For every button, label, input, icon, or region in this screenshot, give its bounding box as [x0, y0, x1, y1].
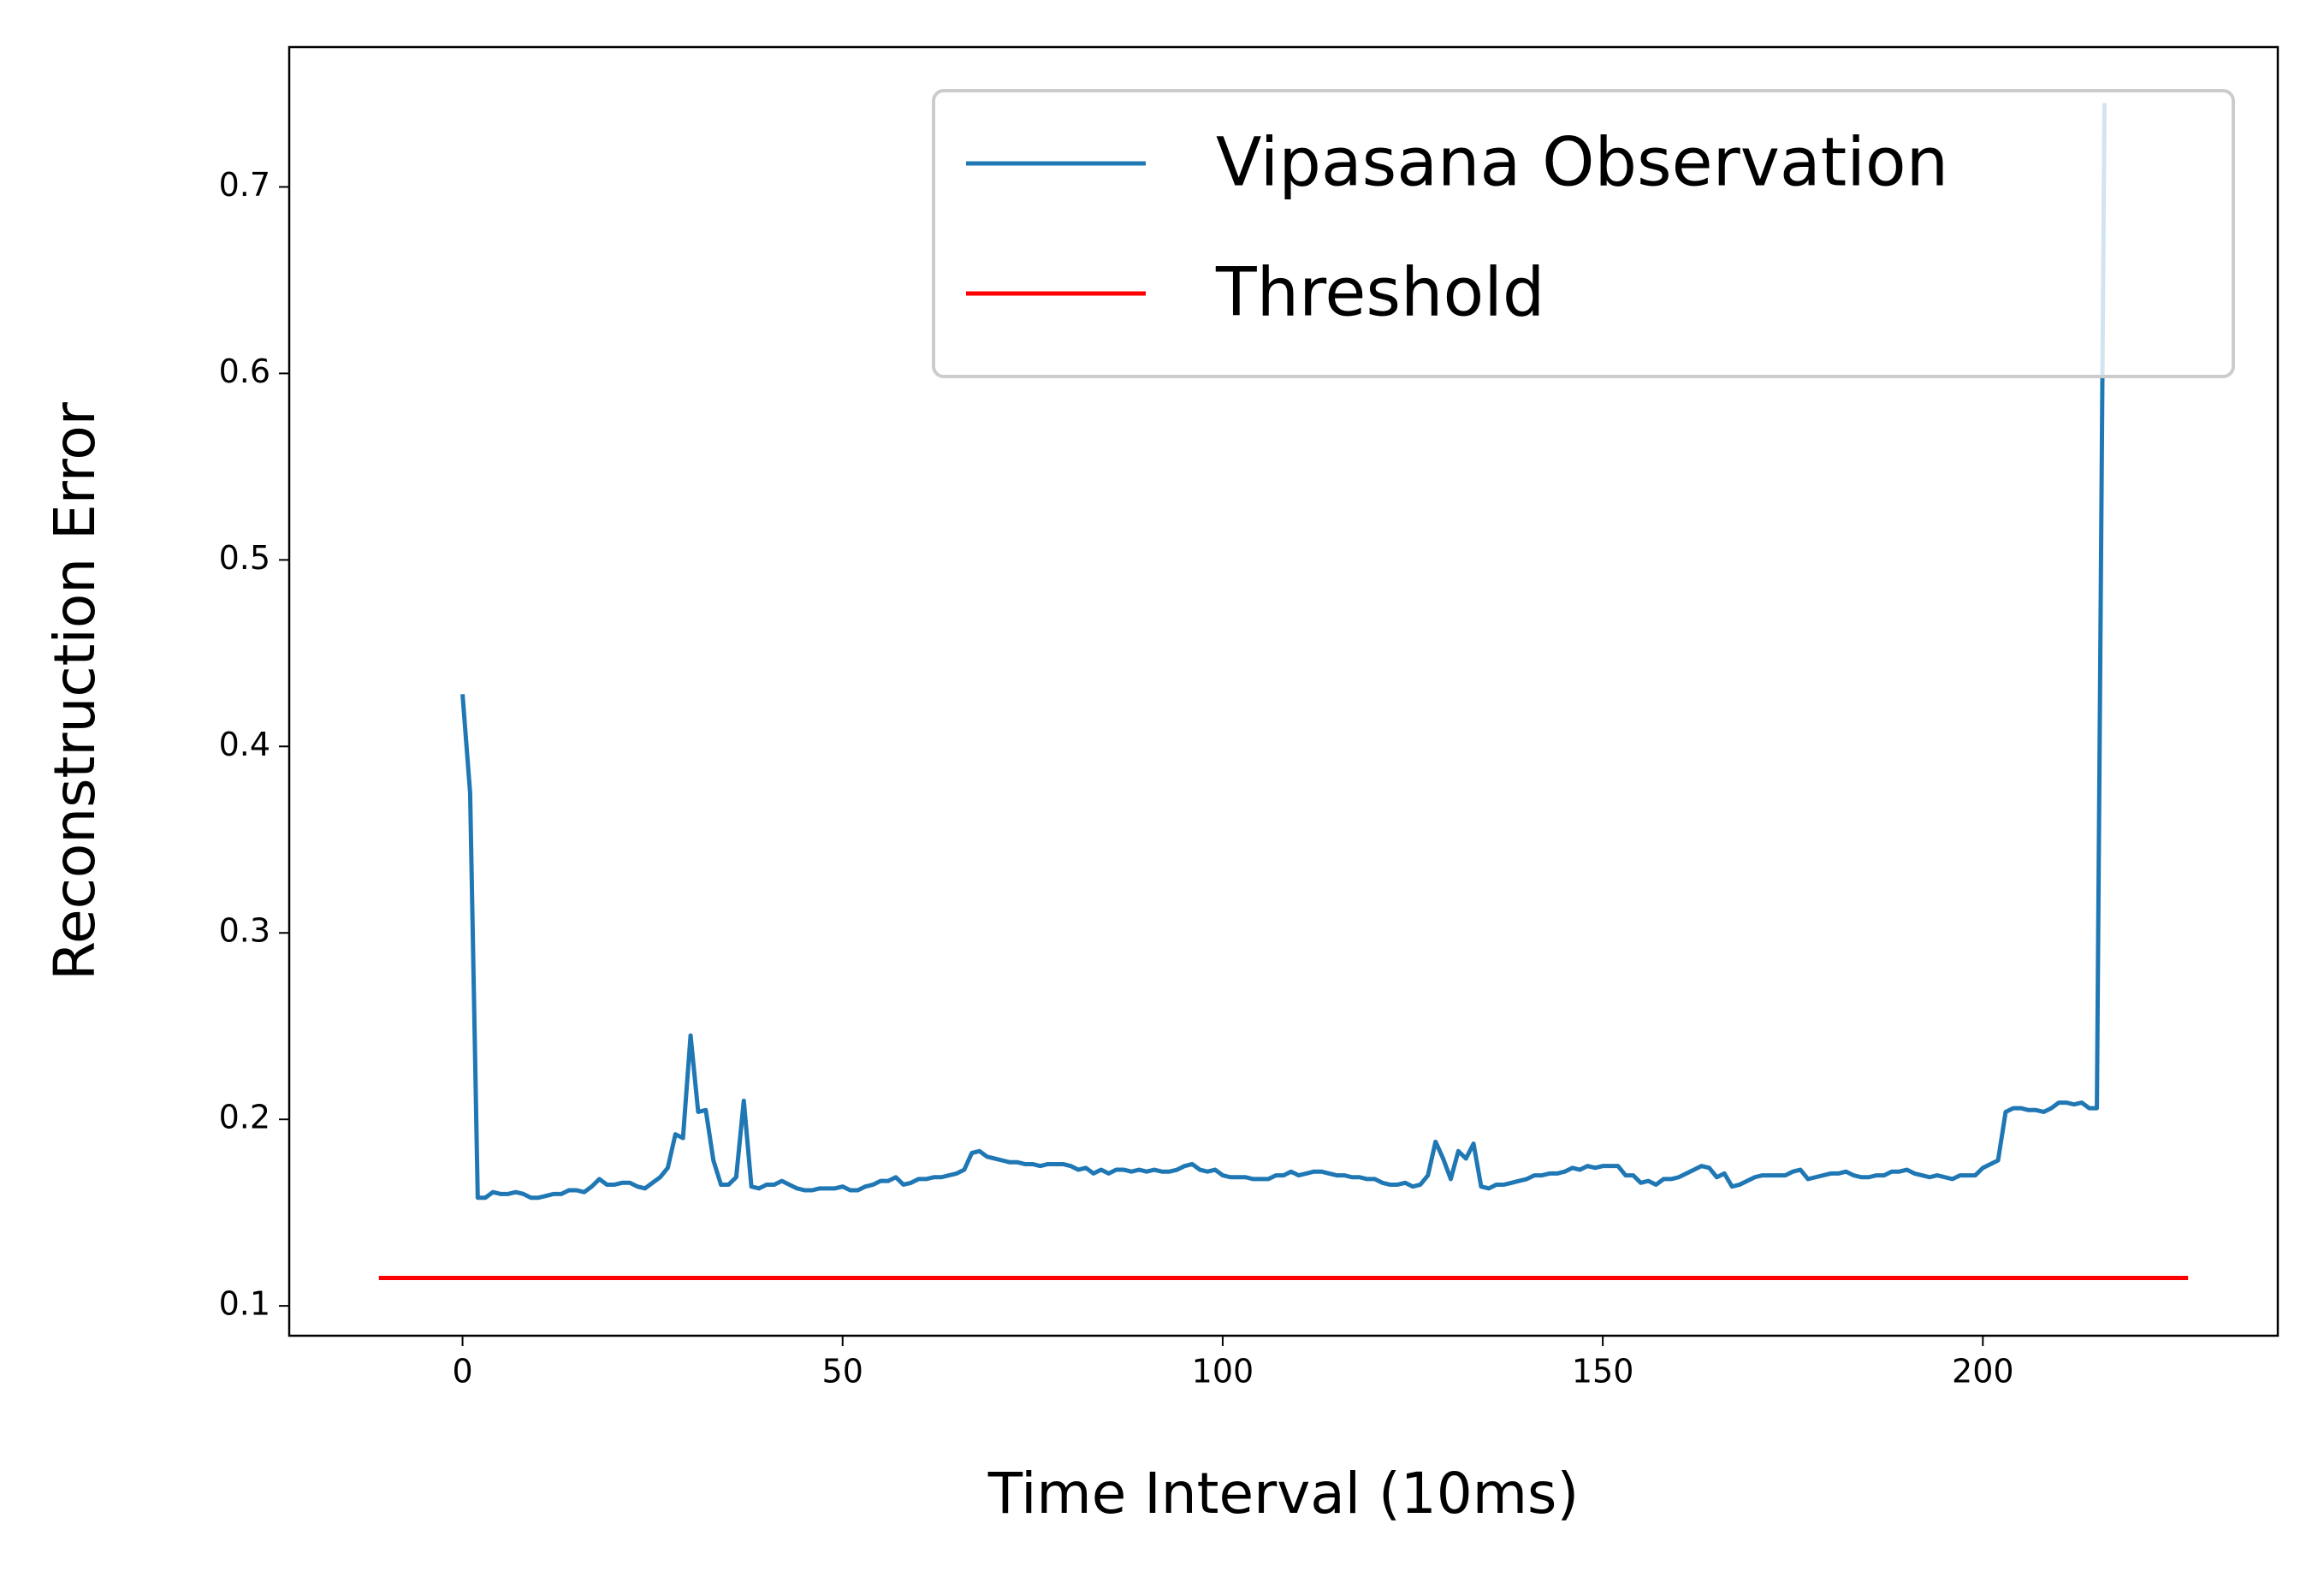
x-axis-label: Time Interval (10ms) [987, 1461, 1579, 1527]
axes-frame [288, 45, 2280, 1337]
legend [932, 89, 2235, 378]
y-axis-label: Reconstruction Error [42, 401, 108, 981]
x-tick-label: 200 [1952, 1353, 2014, 1390]
legend-label: Vipasana Observation [1216, 124, 1948, 201]
x-tick-label: 50 [822, 1353, 863, 1390]
x-tick-label: 150 [1572, 1353, 1634, 1390]
y-tick-label: 0.5 [219, 539, 270, 577]
x-tick-label: 100 [1192, 1353, 1254, 1390]
y-tick-label: 0.1 [219, 1285, 270, 1323]
x-tick-label: 0 [452, 1353, 472, 1390]
y-tick-label: 0.7 [219, 166, 270, 204]
y-tick-label: 0.4 [219, 726, 270, 763]
legend-label: Threshold [1215, 254, 1544, 331]
y-tick-label: 0.2 [219, 1099, 270, 1136]
line-series [460, 103, 2107, 1201]
y-tick-label: 0.3 [219, 912, 270, 950]
y-tick-label: 0.6 [219, 353, 270, 390]
